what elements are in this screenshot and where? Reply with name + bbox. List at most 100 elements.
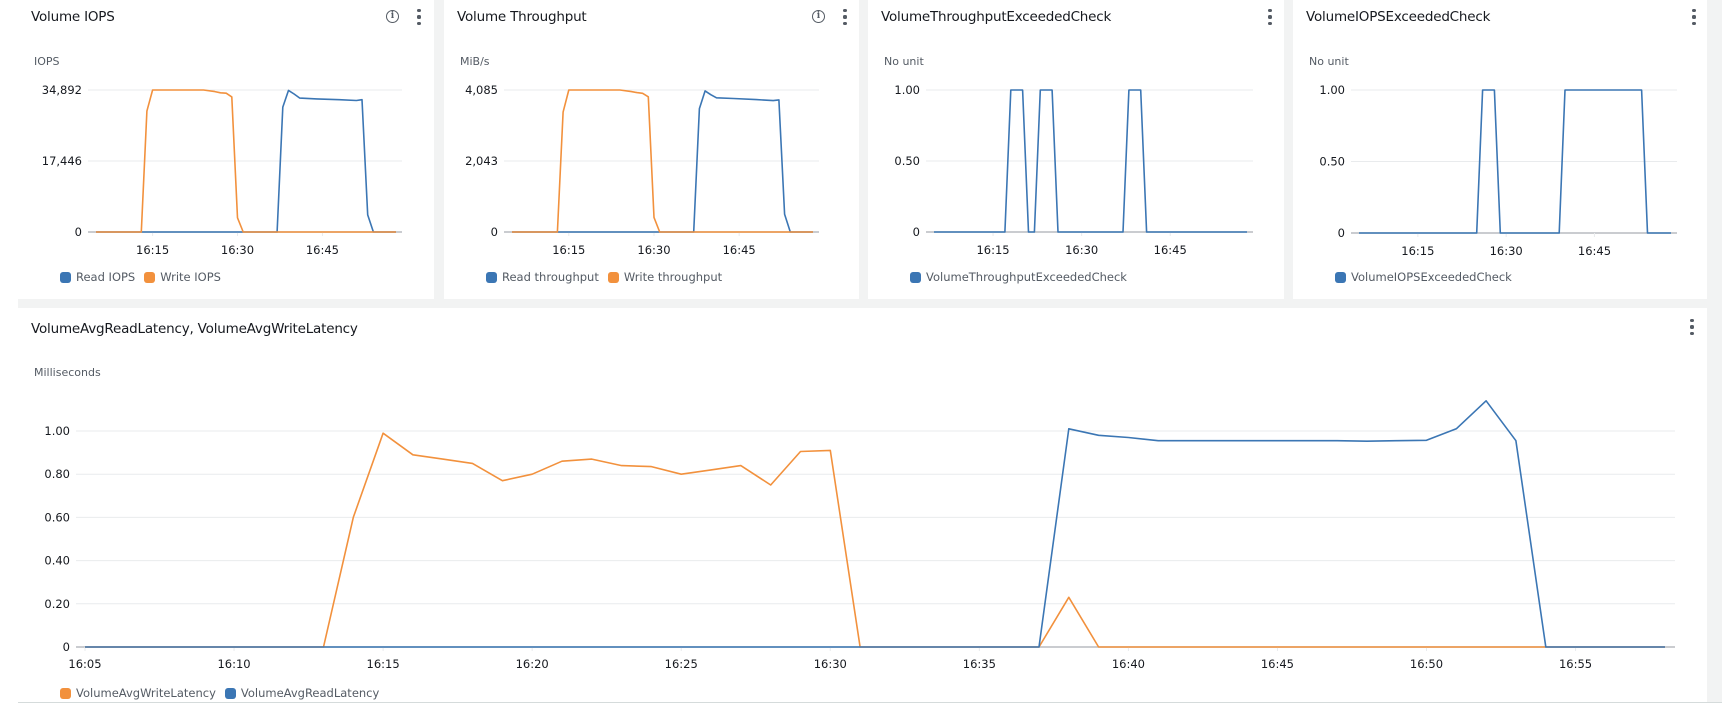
x-tick-label: 16:45	[306, 243, 339, 257]
x-tick-label: 16:30	[814, 657, 847, 671]
panel-bottom-edge	[18, 702, 1722, 711]
series-line[interactable]	[85, 432, 1665, 648]
panel-gap-2	[859, 0, 868, 300]
x-tick-label: 16:45	[723, 243, 756, 257]
series-line[interactable]	[934, 89, 1247, 233]
chart-legend: VolumeAvgWriteLatency VolumeAvgReadLatenc…	[60, 686, 388, 700]
y-tick-label: 1.00	[1319, 83, 1345, 97]
more-actions-icon[interactable]	[1689, 319, 1695, 335]
legend-swatch-icon	[60, 271, 71, 283]
x-tick-label: 16:15	[136, 243, 169, 257]
y-tick-label: 0.60	[44, 510, 70, 524]
legend-item[interactable]: VolumeAvgWriteLatency	[60, 686, 216, 700]
legend-swatch-icon	[1335, 271, 1346, 283]
series-line[interactable]	[1359, 89, 1671, 234]
info-icon[interactable]: i	[812, 10, 825, 23]
x-tick-label: 16:30	[637, 243, 670, 257]
x-tick-label: 16:40	[1112, 657, 1145, 671]
x-tick-label: 16:15	[976, 243, 1009, 257]
legend-swatch-icon	[224, 687, 236, 699]
legend-swatch-icon	[144, 271, 156, 283]
y-tick-label: 0.40	[44, 554, 70, 568]
widget-title: Volume IOPS	[31, 9, 115, 25]
y-tick-label: 0.20	[44, 597, 70, 611]
y-axis-unit-label: No unit	[1309, 55, 1349, 68]
x-tick-label: 16:45	[1154, 243, 1187, 257]
legend-swatch-icon	[60, 687, 71, 699]
y-tick-label: 0	[1338, 226, 1345, 240]
y-axis-unit-label: IOPS	[34, 55, 60, 68]
throughput-exceeded-line-chart[interactable]: 0 0.50 1.00 16:15 16:30 16:45	[868, 0, 1284, 260]
iops-exceeded-line-chart[interactable]: 0 0.50 1.00 16:15 16:30 16:45	[1293, 0, 1707, 260]
y-tick-label: 4,085	[465, 83, 498, 97]
legend-label: VolumeIOPSExceededCheck	[1351, 270, 1512, 284]
more-actions-icon[interactable]	[416, 9, 422, 25]
x-tick-label: 16:55	[1559, 657, 1592, 671]
panel-gap-3	[1284, 0, 1293, 300]
chart-legend: Read IOPS Write IOPS	[60, 270, 230, 284]
legend-label: VolumeAvgReadLatency	[240, 686, 380, 700]
latency-line-chart[interactable]: 0 0.20 0.40 0.60 0.80 1.00 16:05 16:10 16:15 16:2…	[18, 308, 1707, 678]
panel-gap-1	[434, 0, 444, 300]
legend-swatch-icon	[607, 271, 619, 283]
x-tick-label: 16:15	[367, 657, 400, 671]
y-tick-label: 0.80	[44, 467, 70, 481]
widget-volume-throughput: Volume Throughput i MiB/s 0 2,043 4,085 16:…	[444, 0, 859, 299]
y-axis-unit-label: No unit	[884, 55, 924, 68]
widget-volume-iops: Volume IOPS i IOPS 0 17,446 34,892 16:15 16:…	[18, 0, 434, 299]
more-actions-icon[interactable]	[1691, 9, 1697, 25]
info-icon[interactable]: i	[386, 10, 399, 23]
chart-legend: Read throughput Write throughput	[486, 270, 731, 284]
x-tick-label: 16:50	[1410, 657, 1443, 671]
legend-item[interactable]: Read IOPS	[60, 270, 135, 284]
x-tick-label: 16:15	[552, 243, 585, 257]
y-tick-label: 1.00	[894, 83, 920, 97]
x-tick-label: 16:30	[1065, 243, 1098, 257]
x-tick-label: 16:35	[963, 657, 996, 671]
more-actions-icon[interactable]	[1267, 9, 1273, 25]
series-line[interactable]	[96, 89, 396, 233]
y-tick-label: 0	[491, 225, 498, 239]
x-tick-label: 16:45	[1578, 244, 1611, 258]
x-tick-label: 16:10	[217, 657, 250, 671]
legend-item[interactable]: VolumeThroughputExceededCheck	[910, 270, 1127, 284]
y-axis-unit-label: Milliseconds	[34, 366, 101, 379]
y-tick-label: 1.00	[44, 424, 70, 438]
legend-swatch-icon	[910, 271, 921, 283]
legend-label: Read IOPS	[76, 270, 136, 284]
y-tick-label: 0	[75, 225, 82, 239]
legend-label: Write throughput	[623, 270, 723, 284]
series-line[interactable]	[512, 89, 813, 233]
widget-iops-exceeded-check: VolumeIOPSExceededCheck No unit 0 0.50 1.0…	[1293, 0, 1707, 299]
more-actions-icon[interactable]	[842, 9, 848, 25]
x-tick-label: 16:20	[516, 657, 549, 671]
x-tick-label: 16:45	[1261, 657, 1294, 671]
x-tick-label: 16:05	[68, 657, 101, 671]
legend-label: VolumeAvgWriteLatency	[76, 686, 216, 700]
legend-item[interactable]: Write IOPS	[144, 270, 221, 284]
legend-item[interactable]: Read throughput	[486, 270, 599, 284]
legend-item[interactable]: VolumeIOPSExceededCheck	[1335, 270, 1512, 284]
widget-title: VolumeAvgReadLatency, VolumeAvgWriteLate…	[31, 321, 358, 337]
series-line[interactable]	[512, 90, 813, 233]
series-line[interactable]	[85, 400, 1665, 648]
x-tick-label: 16:15	[1401, 244, 1434, 258]
y-tick-label: 0.50	[1319, 155, 1345, 169]
y-tick-label: 0	[63, 640, 70, 654]
y-tick-label: 2,043	[465, 154, 498, 168]
series-line[interactable]	[96, 89, 396, 233]
y-tick-label: 0	[913, 225, 920, 239]
chart-legend: VolumeIOPSExceededCheck	[1335, 270, 1521, 284]
widget-title: Volume Throughput	[457, 9, 587, 25]
legend-item[interactable]: Write throughput	[607, 270, 723, 284]
panel-gap-horizontal	[18, 299, 1722, 308]
legend-label: Write IOPS	[160, 270, 221, 284]
iops-line-chart[interactable]: 0 17,446 34,892 16:15 16:30 16:45	[18, 0, 434, 260]
y-tick-label: 34,892	[42, 83, 82, 97]
y-axis-unit-label: MiB/s	[460, 55, 490, 68]
panel-gap-right	[1707, 0, 1722, 710]
legend-item[interactable]: VolumeAvgReadLatency	[224, 686, 380, 700]
throughput-line-chart[interactable]: 0 2,043 4,085 16:15 16:30 16:45	[444, 0, 859, 260]
y-tick-label: 0.50	[894, 154, 920, 168]
